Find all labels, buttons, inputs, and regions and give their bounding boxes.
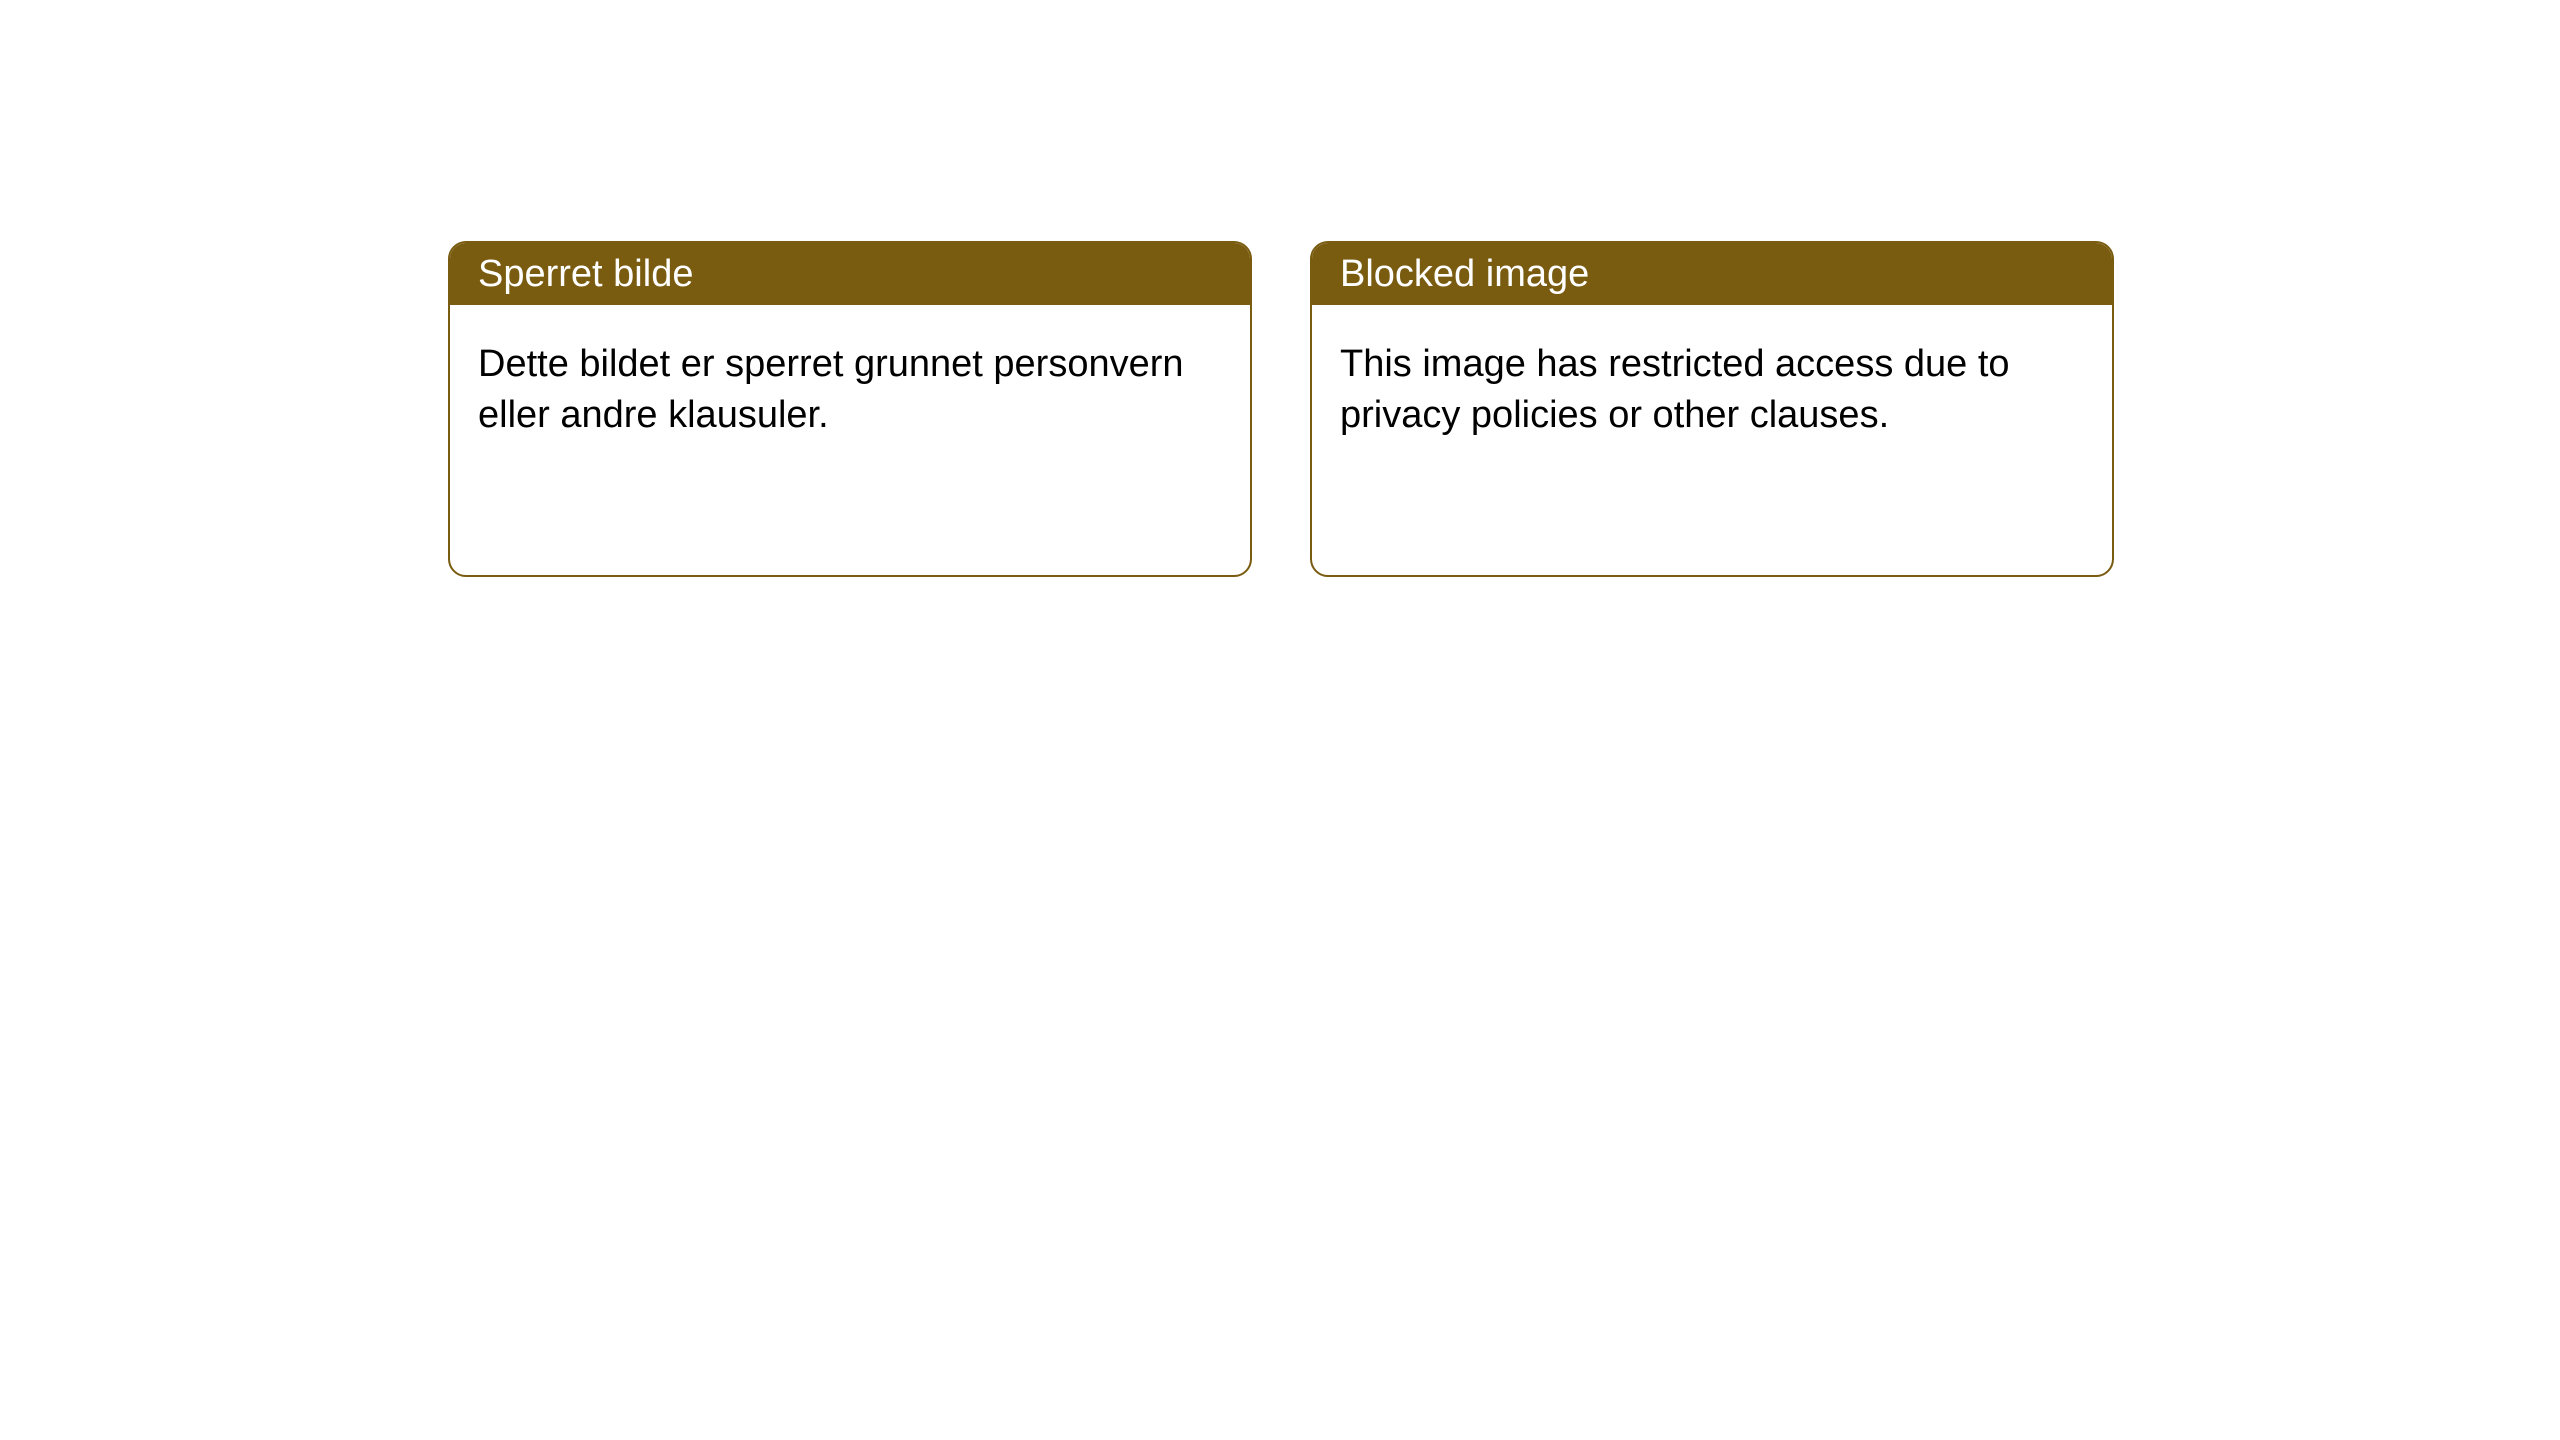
card-text-norwegian: Dette bildet er sperret grunnet personve… [478,343,1184,436]
card-text-english: This image has restricted access due to … [1340,343,2010,436]
card-norwegian: Sperret bilde Dette bildet er sperret gr… [448,241,1252,577]
card-title-english: Blocked image [1340,253,1589,296]
card-english: Blocked image This image has restricted … [1310,241,2114,577]
card-header-english: Blocked image [1312,243,2112,305]
card-body-english: This image has restricted access due to … [1312,305,2112,476]
cards-container: Sperret bilde Dette bildet er sperret gr… [0,0,2560,577]
card-header-norwegian: Sperret bilde [450,243,1250,305]
card-title-norwegian: Sperret bilde [478,253,693,296]
card-body-norwegian: Dette bildet er sperret grunnet personve… [450,305,1250,476]
